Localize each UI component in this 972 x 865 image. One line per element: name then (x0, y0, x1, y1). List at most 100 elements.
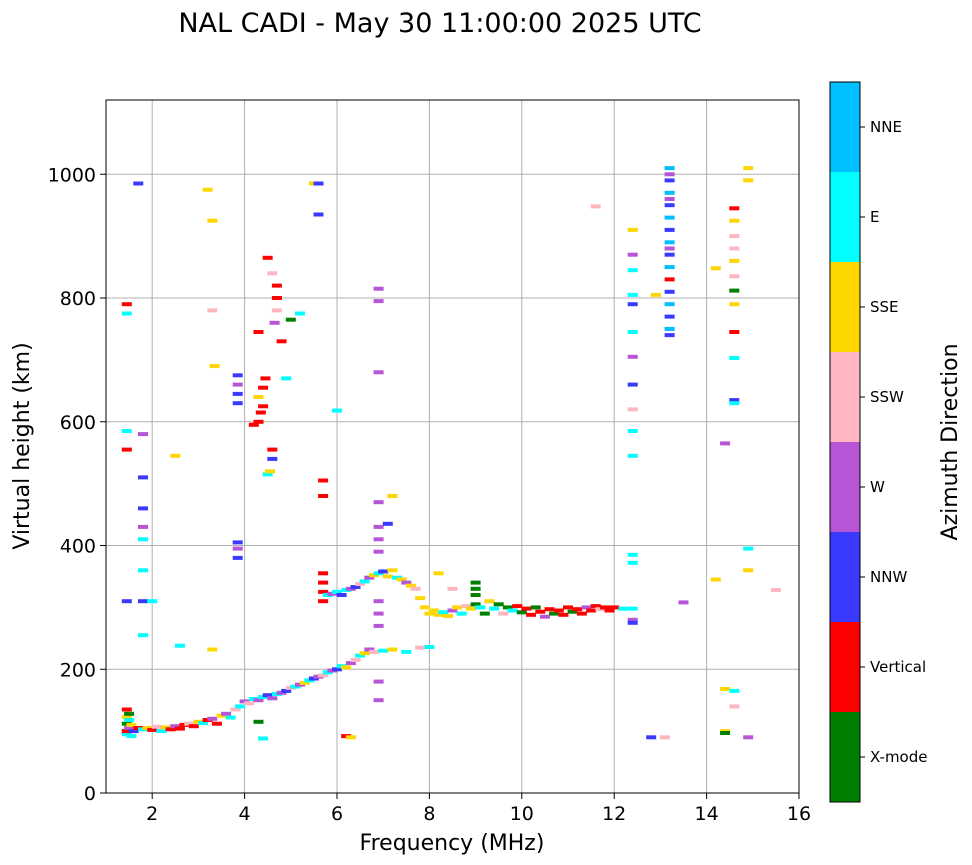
data-point (355, 581, 366, 586)
data-point (743, 178, 754, 183)
data-point (174, 726, 185, 731)
data-point (539, 614, 550, 619)
colorbar-segment (830, 172, 860, 262)
data-point (269, 320, 280, 325)
data-point (378, 569, 389, 574)
data-point (121, 707, 132, 712)
data-point (262, 255, 273, 260)
data-point (770, 588, 781, 592)
data-point (729, 401, 740, 406)
data-point (373, 679, 384, 684)
data-point (424, 611, 435, 616)
data-point (174, 643, 185, 648)
data-point (359, 579, 370, 584)
data-point (267, 696, 278, 701)
data-point (553, 608, 564, 613)
data-point (209, 364, 220, 369)
data-point (743, 568, 754, 573)
data-point (121, 714, 132, 719)
data-point (604, 608, 615, 613)
data-point (313, 181, 324, 186)
data-point (138, 568, 148, 573)
colorbar-segment (830, 532, 860, 622)
data-point (729, 274, 740, 279)
data-point (710, 266, 721, 271)
data-point (355, 653, 366, 658)
data-point (567, 609, 578, 614)
data-point (258, 736, 269, 741)
x-tick-label: 6 (331, 803, 343, 825)
data-point (664, 277, 675, 282)
grid (106, 100, 799, 793)
data-point (470, 586, 481, 591)
data-point (373, 524, 384, 529)
data-point (207, 218, 218, 223)
data-point (664, 265, 675, 270)
data-point (586, 608, 597, 613)
data-point (452, 605, 463, 610)
colorbar-segment (830, 352, 860, 442)
data-point (405, 583, 416, 588)
data-point (729, 246, 740, 251)
chart-title: NAL CADI - May 30 11:00:00 2025 UTC (178, 8, 701, 39)
data-point (438, 610, 449, 615)
data-point (729, 288, 740, 293)
colorbar-segment (830, 262, 860, 352)
data-point (207, 308, 218, 313)
data-point (271, 308, 282, 313)
data-point (318, 589, 329, 594)
data-point (121, 429, 132, 433)
data-point (138, 537, 148, 542)
data-point (664, 246, 675, 251)
data-point (156, 729, 167, 734)
data-point (373, 623, 384, 628)
data-point (618, 606, 629, 611)
data-point (373, 537, 384, 542)
data-point (253, 719, 264, 724)
plot-frame (105, 99, 800, 794)
data-point (729, 206, 740, 211)
data-point (276, 339, 287, 344)
data-point (461, 604, 472, 609)
data-point (198, 721, 208, 726)
data-point (664, 166, 675, 171)
data-point (479, 611, 490, 616)
x-axis-ticks: 2 4 6 8 10 12 14 16 (146, 793, 811, 825)
x-axis-label: Frequency (MHz) (360, 831, 545, 856)
data-point (720, 441, 731, 446)
data-point (248, 422, 259, 427)
data-point (121, 311, 132, 316)
data-point (232, 546, 243, 551)
data-point (396, 577, 407, 582)
data-point (318, 571, 329, 576)
data-point (387, 494, 398, 498)
data-point (207, 647, 218, 652)
data-point (415, 596, 426, 601)
data-point (211, 721, 222, 726)
data-point (664, 172, 675, 177)
y-tick-label: 400 (60, 536, 96, 558)
data-point (516, 610, 527, 615)
data-point (627, 453, 638, 458)
data-point (447, 586, 458, 591)
data-point (729, 218, 740, 223)
data-point (373, 611, 384, 616)
data-point (364, 575, 375, 580)
data-point (535, 609, 546, 614)
data-point (660, 735, 670, 740)
data-point (729, 302, 740, 307)
data-point (627, 354, 638, 359)
data-point (151, 724, 162, 729)
data-point (493, 602, 504, 607)
data-point (664, 190, 675, 195)
x-tick-label: 4 (239, 803, 251, 825)
y-axis-label: Virtual height (km) (10, 342, 35, 549)
data-point (318, 580, 329, 585)
data-point (184, 721, 195, 726)
data-point (188, 724, 199, 729)
data-point (285, 317, 296, 322)
data-point (590, 204, 601, 209)
data-point (447, 608, 458, 613)
colorbar-label: Azimuth Direction (938, 343, 963, 540)
colorbar-segment (830, 82, 860, 172)
